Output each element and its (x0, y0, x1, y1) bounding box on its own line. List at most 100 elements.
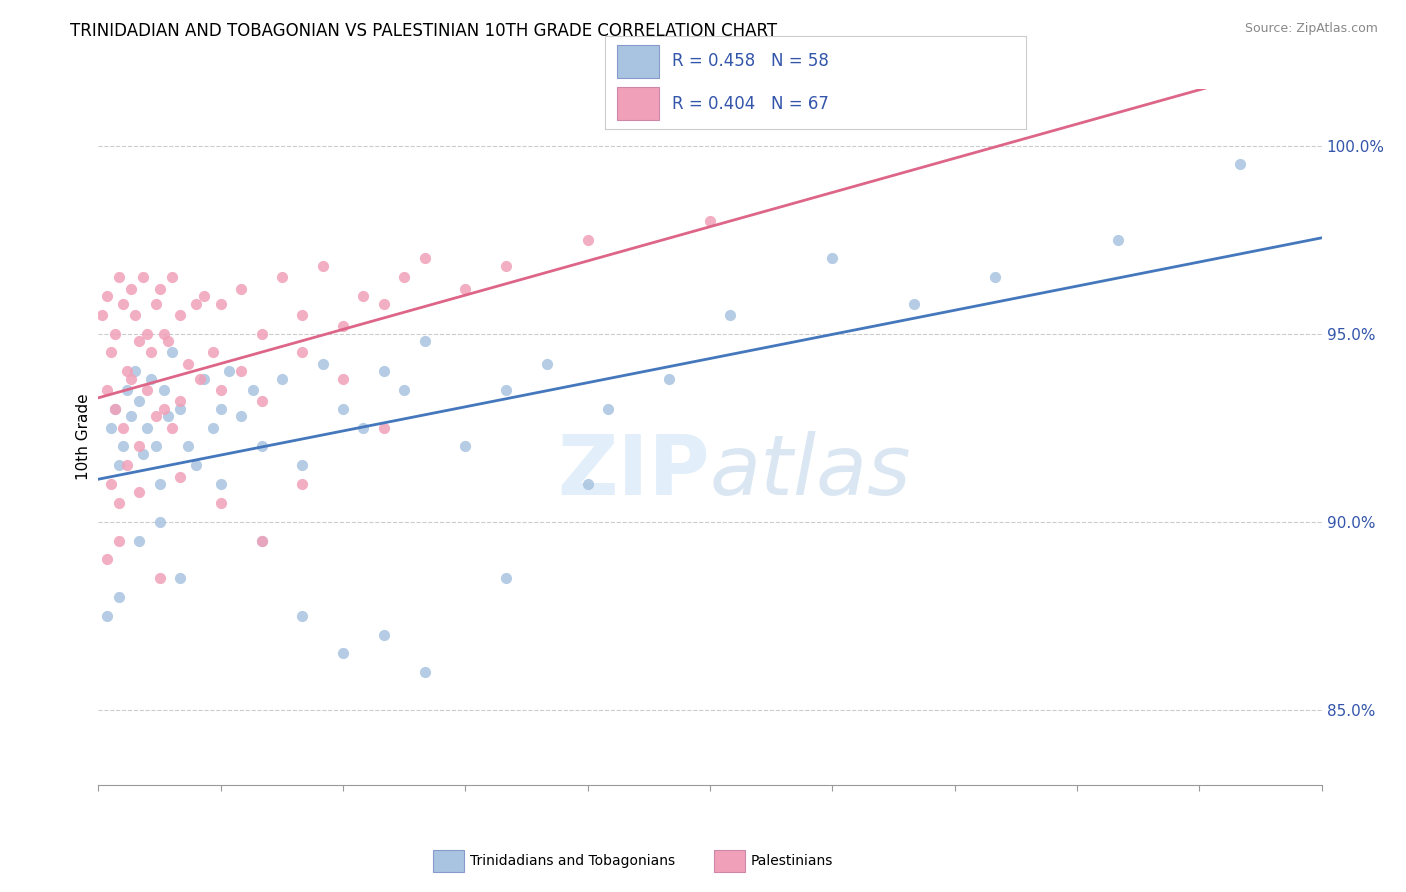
Point (120, 372, 142, 386)
Point (291, 345, 314, 359)
Point (250, 440, 273, 454)
Bar (714, 849, 745, 872)
Point (193, 372, 215, 386)
Text: atlas: atlas (710, 432, 911, 512)
Point (120, 281, 142, 295)
Point (104, 326, 127, 341)
Point (152, 401, 174, 416)
Text: R = 0.458   N = 58: R = 0.458 N = 58 (672, 53, 830, 70)
Point (128, 533, 150, 548)
Point (177, 357, 200, 371)
Point (186, 458, 208, 473)
Point (156, 334, 179, 348)
Point (596, 401, 619, 416)
Point (231, 409, 253, 424)
Point (100, 477, 122, 491)
Point (169, 571, 191, 585)
Point (218, 364, 240, 378)
Text: Trinidadians and Tobagonians: Trinidadians and Tobagonians (470, 854, 675, 868)
Point (495, 571, 517, 585)
Point (111, 296, 134, 310)
Point (231, 364, 253, 378)
Point (188, 372, 212, 386)
Point (132, 447, 155, 461)
Point (658, 372, 681, 386)
Point (100, 345, 122, 359)
Text: ZIP: ZIP (558, 432, 710, 512)
Point (373, 420, 395, 434)
Point (96, 608, 118, 623)
Point (209, 496, 232, 510)
Point (1107, 233, 1129, 247)
Point (250, 533, 273, 548)
Bar (433, 849, 464, 872)
Point (124, 308, 146, 322)
Point (392, 270, 416, 285)
Point (128, 394, 150, 409)
Point (136, 383, 159, 397)
Point (373, 627, 395, 641)
Point (1229, 157, 1251, 171)
Point (141, 372, 163, 386)
Point (108, 496, 131, 510)
Bar (617, 87, 659, 120)
Point (145, 409, 167, 424)
Point (373, 296, 395, 310)
Point (291, 308, 314, 322)
Point (124, 364, 146, 378)
Point (413, 665, 436, 680)
Point (536, 357, 558, 371)
Point (100, 420, 122, 434)
Text: R = 0.404   N = 67: R = 0.404 N = 67 (672, 95, 830, 112)
Point (291, 458, 314, 473)
Point (270, 270, 294, 285)
Point (186, 296, 208, 310)
Text: TRINIDADIAN AND TOBAGONIAN VS PALESTINIAN 10TH GRADE CORRELATION CHART: TRINIDADIAN AND TOBAGONIAN VS PALESTINIA… (70, 22, 778, 40)
Point (115, 383, 138, 397)
Point (821, 252, 844, 266)
Point (209, 477, 232, 491)
Point (160, 345, 183, 359)
Point (984, 270, 1007, 285)
Point (576, 233, 599, 247)
Point (177, 440, 200, 454)
Point (413, 334, 436, 348)
Point (149, 571, 172, 585)
Point (160, 420, 183, 434)
Point (242, 383, 264, 397)
Point (495, 259, 517, 273)
Point (145, 296, 167, 310)
Point (136, 420, 159, 434)
Point (104, 401, 127, 416)
Point (903, 296, 925, 310)
Point (152, 326, 174, 341)
Point (111, 440, 134, 454)
Point (115, 458, 138, 473)
Point (108, 533, 131, 548)
Point (201, 420, 224, 434)
Text: Palestinians: Palestinians (751, 854, 834, 868)
Point (720, 308, 742, 322)
Point (495, 383, 517, 397)
Point (250, 533, 273, 548)
Bar (617, 45, 659, 78)
Point (111, 420, 134, 434)
Point (145, 440, 167, 454)
Point (312, 357, 335, 371)
Point (392, 383, 416, 397)
Point (149, 281, 172, 295)
Point (250, 394, 273, 409)
Point (291, 477, 314, 491)
Point (270, 372, 294, 386)
Point (149, 515, 172, 529)
Point (169, 394, 191, 409)
Y-axis label: 10th Grade: 10th Grade (76, 393, 91, 481)
Point (576, 477, 599, 491)
Point (454, 281, 477, 295)
Point (209, 383, 232, 397)
Point (141, 345, 163, 359)
Point (156, 409, 179, 424)
Point (108, 590, 131, 604)
Point (332, 372, 354, 386)
Point (169, 401, 191, 416)
